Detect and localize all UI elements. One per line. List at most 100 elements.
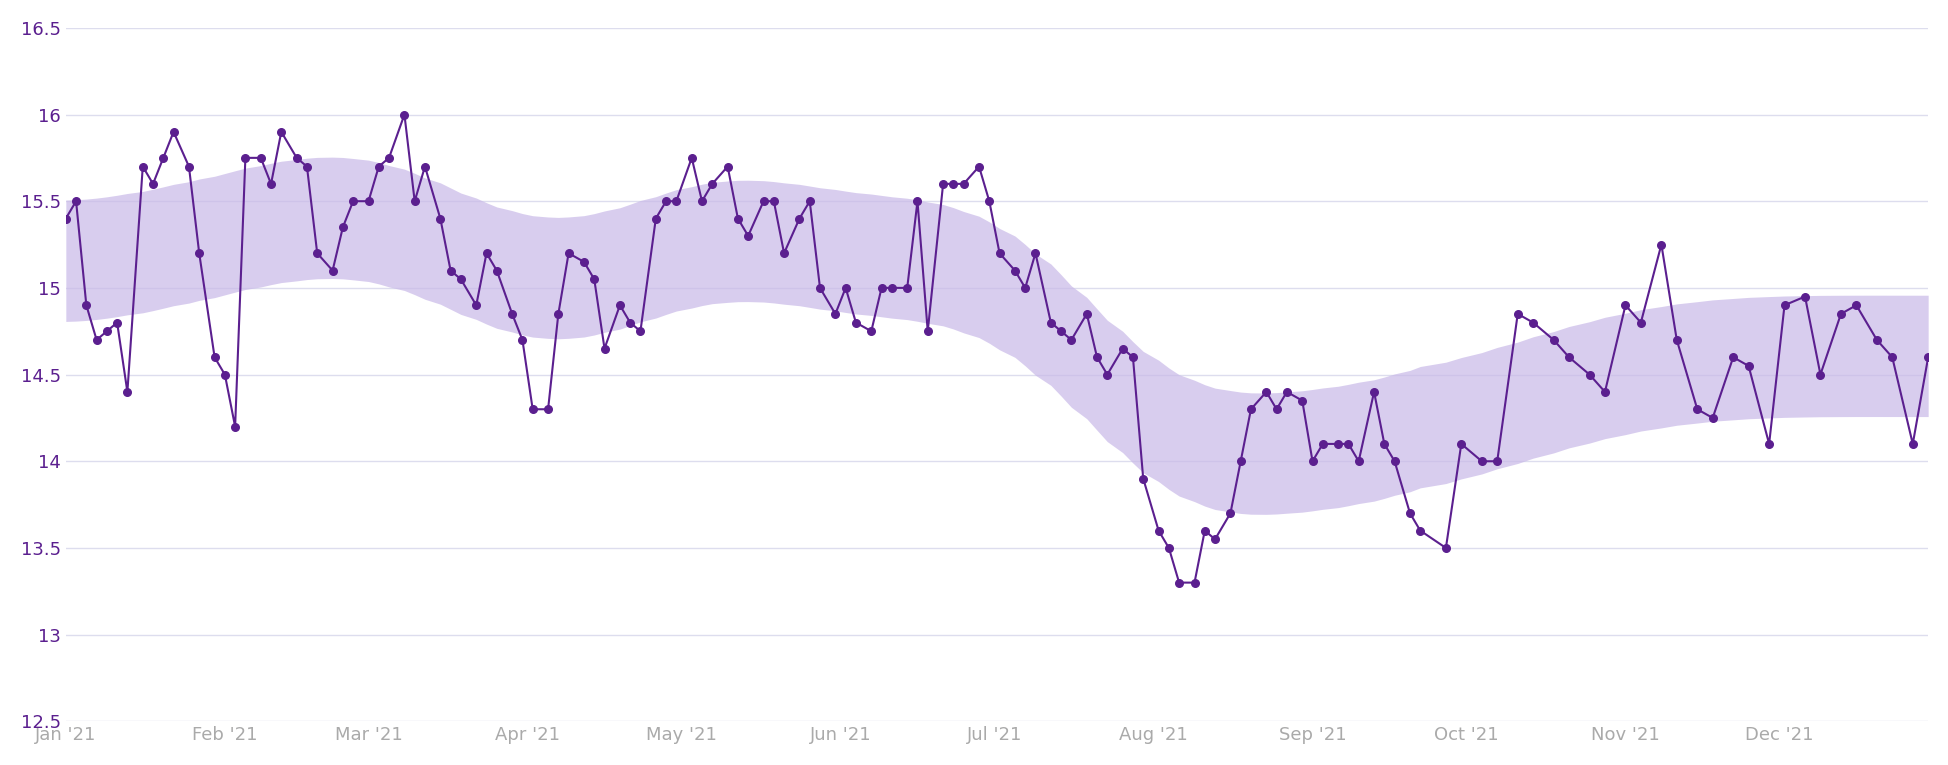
Point bbox=[1019, 247, 1050, 259]
Point bbox=[1044, 325, 1075, 337]
Point bbox=[890, 282, 921, 294]
Point bbox=[748, 195, 779, 207]
Point bbox=[362, 161, 393, 173]
Point bbox=[1609, 299, 1640, 311]
Point bbox=[999, 265, 1030, 277]
Point bbox=[604, 299, 635, 311]
Point bbox=[676, 151, 707, 164]
Point bbox=[855, 325, 886, 337]
Point bbox=[70, 299, 101, 311]
Point bbox=[542, 308, 573, 320]
Point bbox=[51, 213, 82, 225]
Point bbox=[1358, 386, 1389, 398]
Point bbox=[768, 247, 799, 259]
Point bbox=[434, 265, 466, 277]
Point bbox=[60, 195, 92, 207]
Point bbox=[92, 325, 123, 337]
Point bbox=[553, 247, 584, 259]
Point bbox=[614, 317, 645, 329]
Point bbox=[82, 334, 113, 346]
Point bbox=[506, 334, 538, 346]
Point bbox=[444, 273, 475, 285]
Point bbox=[1179, 577, 1210, 589]
Point bbox=[1860, 334, 1892, 346]
Point bbox=[1804, 369, 1835, 381]
Point bbox=[588, 343, 619, 355]
Point bbox=[318, 265, 349, 277]
Point bbox=[651, 195, 682, 207]
Point bbox=[1839, 299, 1870, 311]
Point bbox=[173, 161, 205, 173]
Point bbox=[101, 317, 132, 329]
Point bbox=[1116, 351, 1147, 363]
Point bbox=[1430, 542, 1461, 554]
Point bbox=[927, 177, 958, 190]
Point bbox=[1214, 507, 1245, 519]
Point bbox=[111, 386, 142, 398]
Point bbox=[1323, 438, 1354, 450]
Point bbox=[1553, 351, 1584, 363]
Point bbox=[1081, 351, 1112, 363]
Point bbox=[639, 213, 670, 225]
Point bbox=[1465, 455, 1496, 467]
Point bbox=[1480, 455, 1512, 467]
Point bbox=[1295, 455, 1327, 467]
Point bbox=[877, 282, 908, 294]
Point bbox=[1270, 386, 1301, 398]
Point bbox=[1517, 317, 1549, 329]
Point bbox=[962, 161, 993, 173]
Point bbox=[399, 195, 431, 207]
Point bbox=[497, 308, 528, 320]
Point bbox=[1393, 507, 1424, 519]
Point bbox=[723, 213, 754, 225]
Point bbox=[1537, 334, 1568, 346]
Point bbox=[199, 351, 230, 363]
Point bbox=[1342, 455, 1373, 467]
Point bbox=[230, 151, 261, 164]
Point bbox=[1769, 299, 1800, 311]
Point bbox=[625, 325, 656, 337]
Point bbox=[208, 369, 240, 381]
Point bbox=[1198, 533, 1229, 545]
Point bbox=[281, 151, 312, 164]
Point bbox=[783, 213, 814, 225]
Point bbox=[1071, 308, 1103, 320]
Point bbox=[840, 317, 871, 329]
Point bbox=[1188, 525, 1219, 537]
Point bbox=[460, 299, 491, 311]
Point bbox=[1445, 438, 1477, 450]
Point bbox=[758, 195, 789, 207]
Point bbox=[695, 177, 727, 190]
Point bbox=[337, 195, 368, 207]
Point bbox=[902, 195, 933, 207]
Point bbox=[425, 213, 456, 225]
Point bbox=[481, 265, 512, 277]
Point bbox=[255, 177, 286, 190]
Point bbox=[327, 221, 358, 233]
Point bbox=[1128, 473, 1159, 485]
Point bbox=[984, 247, 1015, 259]
Point bbox=[1009, 282, 1040, 294]
Point bbox=[937, 177, 968, 190]
Point bbox=[1367, 438, 1399, 450]
Point bbox=[1502, 308, 1533, 320]
Point bbox=[138, 177, 169, 190]
Point bbox=[805, 282, 836, 294]
Point bbox=[1307, 438, 1338, 450]
Point bbox=[569, 256, 600, 268]
Point bbox=[1106, 343, 1138, 355]
Point bbox=[471, 247, 503, 259]
Point bbox=[1235, 403, 1266, 415]
Point bbox=[1681, 403, 1712, 415]
Point bbox=[1788, 291, 1819, 303]
Point bbox=[1625, 317, 1656, 329]
Point bbox=[302, 247, 333, 259]
Point bbox=[1056, 334, 1087, 346]
Point bbox=[1895, 438, 1927, 450]
Point bbox=[820, 308, 851, 320]
Point bbox=[1574, 369, 1605, 381]
Point bbox=[793, 195, 824, 207]
Point bbox=[409, 161, 440, 173]
Point bbox=[1034, 317, 1066, 329]
Point bbox=[912, 325, 943, 337]
